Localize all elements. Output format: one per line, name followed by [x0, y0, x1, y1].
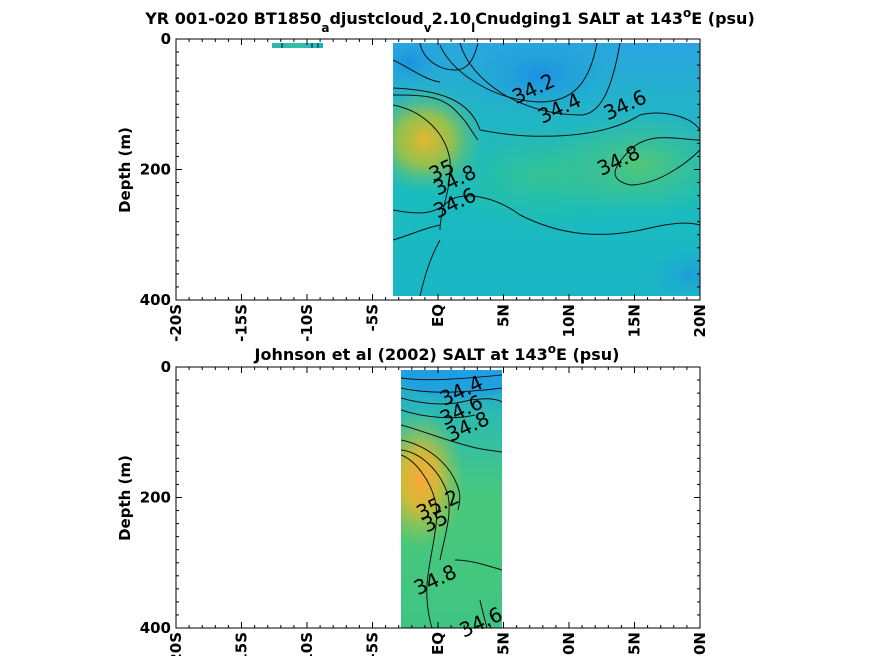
bottom-panel: Johnson et al (2002) SALT at 143oE (psu)… — [116, 342, 709, 656]
bottom-x-axis: -20S -15S -10S -5S EQ 5N 10N 15N 20N — [167, 367, 709, 656]
top-chart-title: YR 001-020 BT1850adjustcloudv2.10lCnudgi… — [144, 6, 755, 35]
bottom-y-axis-label: Depth (m) — [116, 455, 134, 541]
bottom-x-tick-label: EQ — [429, 632, 447, 655]
top-x-tick-label: EQ — [429, 304, 447, 327]
bottom-y-tick-label: 0 — [161, 358, 171, 376]
bottom-x-tick-label: 15N — [626, 632, 644, 656]
top-panel: YR 001-020 BT1850adjustcloudv2.10lCnudgi… — [116, 6, 755, 342]
bottom-y-tick-label: 200 — [140, 489, 171, 507]
top-x-tick-label: 15N — [626, 304, 644, 337]
bottom-x-tick-label: 5N — [495, 632, 513, 655]
top-x-tick-label: 20N — [691, 304, 709, 337]
top-y-tick-label: 400 — [140, 291, 171, 309]
top-salinity-field — [393, 43, 700, 296]
bottom-x-tick-label: 10N — [560, 632, 578, 656]
bottom-y-axis: 0 200 400 — [140, 358, 700, 637]
top-x-tick-label: 10N — [560, 304, 578, 337]
bottom-x-tick-label: -5S — [364, 632, 382, 656]
top-y-axis-label: Depth (m) — [116, 127, 134, 213]
bottom-x-tick-label: 20N — [691, 632, 709, 656]
top-x-axis: -20S -15S -10S -5S EQ 5N 10N 15N 20N — [167, 39, 709, 342]
top-y-axis: 0 200 400 — [140, 30, 700, 309]
bottom-x-tick-label: -15S — [233, 632, 251, 656]
bottom-x-tick-label: -20S — [167, 632, 185, 656]
bottom-chart-title: Johnson et al (2002) SALT at 143oE (psu) — [254, 342, 620, 364]
top-y-tick-label: 0 — [161, 30, 171, 48]
top-x-tick-label: -20S — [167, 304, 185, 342]
top-x-tick-label: -15S — [233, 304, 251, 342]
top-x-tick-label: -5S — [364, 304, 382, 331]
bottom-x-tick-label: -10S — [298, 632, 316, 656]
top-x-tick-label: 5N — [495, 304, 513, 327]
top-x-tick-label: -10S — [298, 304, 316, 342]
top-y-tick-label: 200 — [140, 161, 171, 179]
bottom-salinity-field — [401, 370, 502, 628]
bottom-y-tick-label: 400 — [140, 619, 171, 637]
top-small-data-strip — [272, 43, 323, 48]
